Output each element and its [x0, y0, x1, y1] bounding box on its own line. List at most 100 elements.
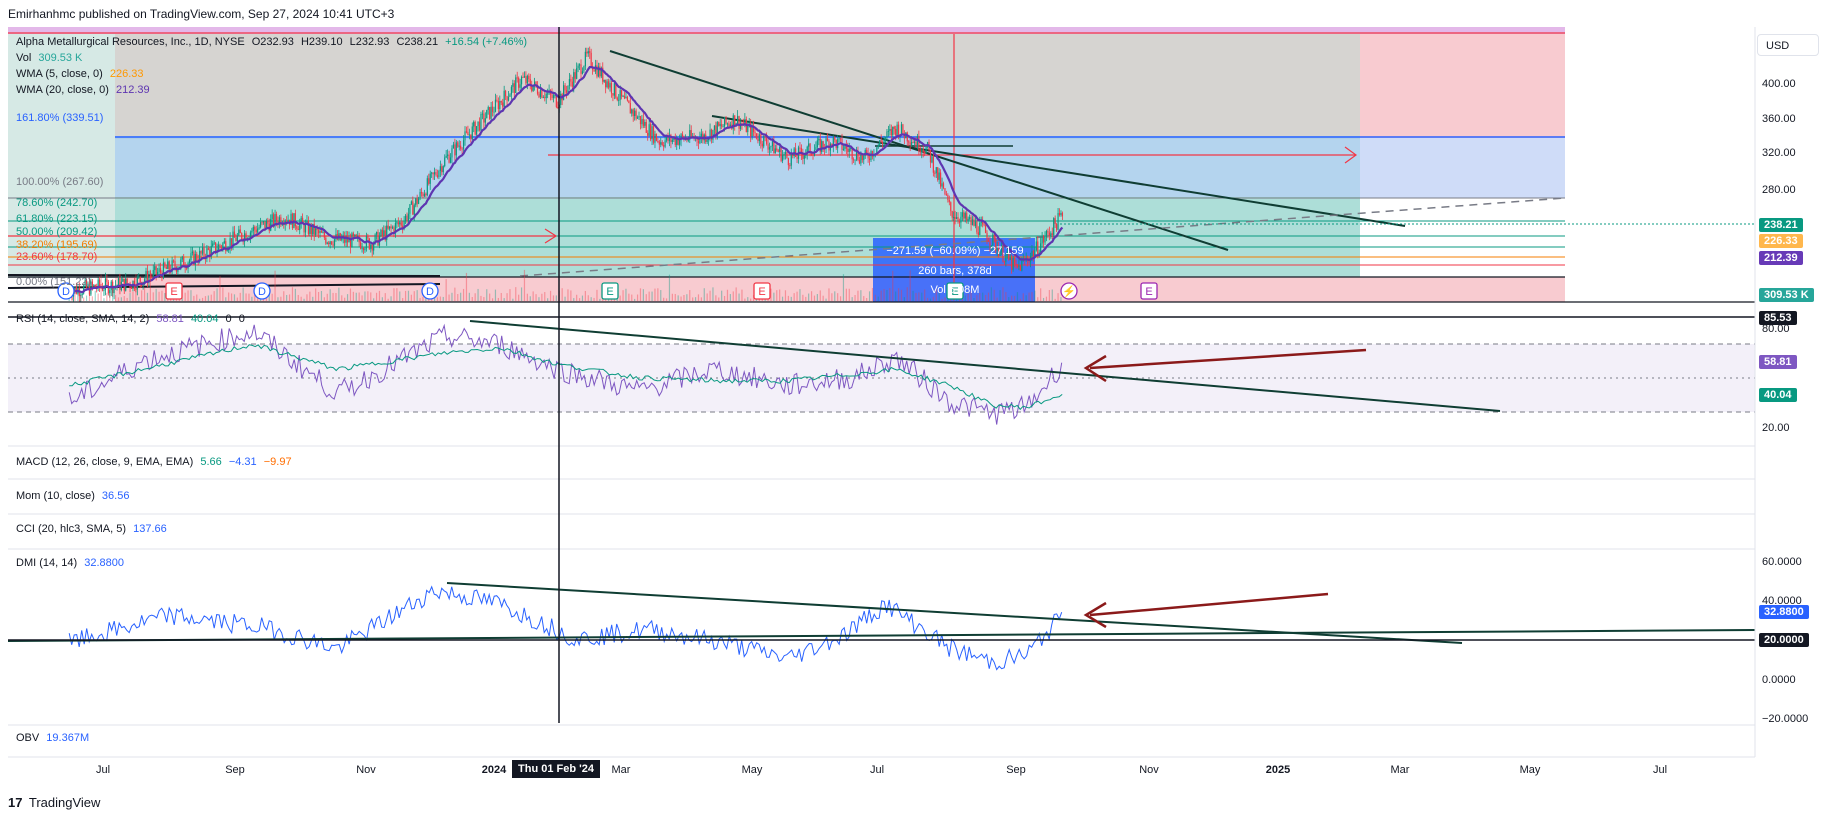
volume-bar: [370, 292, 372, 301]
legend-dmi[interactable]: DMI (14, 14) 32.8800: [16, 557, 128, 569]
legend-main[interactable]: Alpha Metallurgical Resources, Inc., 1D,…: [16, 36, 531, 48]
candle: [254, 225, 256, 235]
dmi-arrow-shaft: [1089, 592, 1329, 617]
candle: [584, 47, 586, 71]
legend-wma20[interactable]: WMA (20, close, 0) 212.39: [16, 84, 154, 96]
volume-bar: [251, 296, 253, 301]
y-tick-280: 280.00: [1762, 184, 1796, 196]
candle: [892, 126, 894, 138]
volume-bar: [520, 287, 523, 301]
event-marker[interactable]: E: [165, 282, 183, 300]
candle: [945, 190, 948, 196]
candle: [1016, 264, 1019, 269]
event-markers: D E D D E E E ⚡ E: [57, 282, 1158, 300]
candle: [919, 146, 921, 155]
candle: [924, 150, 926, 157]
legend-rsi[interactable]: RSI (14, close, SMA, 14, 2) 58.81 40.04 …: [16, 313, 249, 325]
volume-bar: [422, 296, 424, 301]
y-tick-dmi-neg20: −20.0000: [1762, 713, 1808, 725]
volume-bar: [193, 295, 195, 301]
event-marker[interactable]: E: [601, 282, 619, 300]
event-marker[interactable]: D: [253, 282, 271, 300]
legend-mom[interactable]: Mom (10, close) 36.56: [16, 490, 133, 502]
candle: [700, 128, 702, 144]
volume-bar: [924, 289, 926, 301]
candle: [465, 126, 468, 134]
legend-wma5[interactable]: WMA (5, close, 0) 226.33: [16, 68, 148, 80]
candle: [367, 233, 369, 241]
event-marker[interactable]: D: [57, 282, 75, 300]
candle: [439, 160, 441, 177]
volume-bar: [233, 294, 236, 301]
volume-bar: [1045, 296, 1048, 301]
price-axis-tag: 58.81: [1759, 355, 1797, 369]
legend-vol[interactable]: Vol 309.53 K: [16, 52, 86, 64]
red-arrow-head-left: [544, 228, 558, 244]
volume-bar: [810, 291, 813, 301]
volume-bar: [721, 290, 723, 301]
volume-bar: [538, 297, 540, 301]
candle: [394, 218, 397, 238]
legend-macd[interactable]: MACD (12, 26, close, 9, EMA, EMA) 5.66 −…: [16, 456, 296, 468]
candle: [661, 140, 663, 147]
candle: [165, 265, 167, 270]
candle: [1018, 259, 1020, 271]
volume-bar: [416, 290, 418, 301]
event-marker[interactable]: E: [1140, 282, 1158, 300]
range-red-right: [1360, 34, 1565, 140]
candle: [808, 138, 810, 152]
volume-bar: [990, 287, 992, 301]
candle: [162, 258, 165, 280]
candle: [515, 74, 517, 94]
volume-bar: [346, 294, 349, 301]
candle: [722, 124, 724, 128]
volume-bar: [900, 289, 903, 301]
candle: [362, 246, 365, 255]
candle: [225, 238, 227, 254]
volume-bar: [567, 289, 569, 301]
volume-bar: [779, 289, 781, 301]
y-ticks-main: 400.00 360.00 320.00 280.00 80.00 20.00 …: [1762, 78, 1808, 725]
volume-bar: [1042, 297, 1045, 301]
volume-bar: [929, 298, 932, 301]
volume-bar: [552, 295, 555, 301]
volume-bar: [648, 291, 650, 301]
volume-bar: [926, 297, 929, 301]
event-marker[interactable]: E: [946, 282, 964, 300]
candle: [752, 120, 755, 137]
volume-bar: [407, 290, 410, 301]
volume-bar: [187, 290, 189, 301]
candle: [564, 82, 566, 94]
candle: [590, 48, 592, 69]
volume-bar: [297, 294, 299, 301]
legend-cci[interactable]: CCI (20, hlc3, SMA, 5) 137.66: [16, 523, 171, 535]
event-marker[interactable]: E: [753, 282, 771, 300]
candle: [436, 169, 439, 179]
rsi-arrow-shaft: [1089, 348, 1367, 370]
candle: [725, 116, 727, 125]
legend-macd-v2: −4.31: [228, 456, 257, 468]
candle: [657, 137, 659, 144]
candle: [551, 88, 553, 101]
event-marker[interactable]: D: [421, 282, 439, 300]
candle: [581, 67, 584, 75]
candle: [629, 97, 631, 114]
legend-obv-label: OBV: [16, 732, 40, 744]
candle: [271, 209, 273, 225]
y-tick-dmi-60: 60.0000: [1762, 556, 1802, 568]
candle: [565, 85, 568, 99]
candle: [380, 228, 382, 238]
footer-brand[interactable]: 17 TradingView: [8, 795, 100, 810]
volume-bar: [1034, 290, 1036, 301]
volume-bar: [344, 297, 346, 301]
candle: [267, 217, 269, 228]
candle: [610, 80, 613, 98]
legend-obv[interactable]: OBV 19.367M: [16, 732, 93, 744]
volume-bar: [561, 288, 563, 301]
volume-bar: [912, 290, 914, 301]
event-marker[interactable]: ⚡: [1060, 282, 1078, 300]
candle: [396, 221, 398, 229]
currency-button[interactable]: USD: [1757, 34, 1819, 56]
candle: [921, 147, 923, 159]
